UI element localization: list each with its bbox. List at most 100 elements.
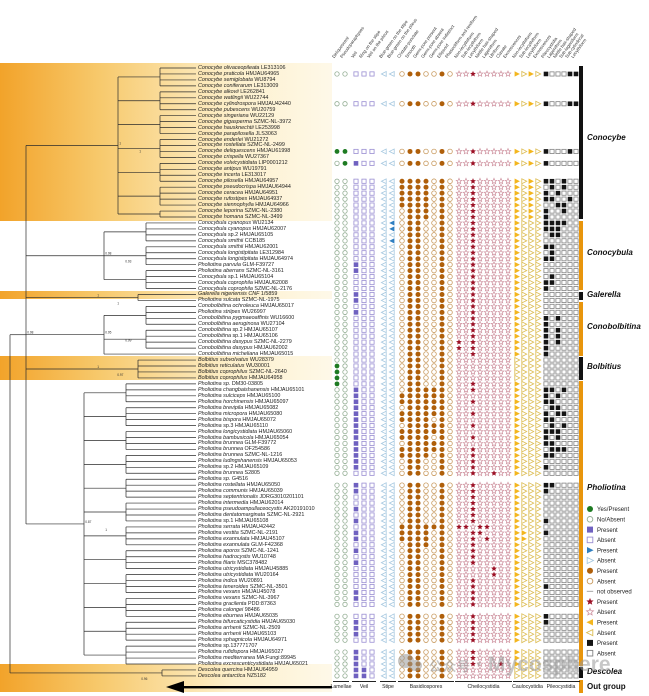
matrix-cell	[447, 244, 453, 250]
matrix-cell	[470, 535, 476, 542]
matrix-cell	[543, 446, 549, 452]
matrix-cell	[490, 594, 498, 602]
matrix-cell	[528, 631, 535, 638]
matrix-cell	[476, 588, 484, 596]
matrix-cell	[504, 380, 512, 387]
matrix-cell	[573, 202, 579, 208]
matrix-cell	[528, 404, 535, 411]
matrix-cell	[423, 101, 429, 107]
legend-star-filled-icon	[586, 597, 594, 605]
matrix-cell	[388, 488, 395, 495]
matrix-cell	[573, 315, 579, 321]
matrix-cell	[431, 405, 437, 411]
matrix-cell	[567, 589, 573, 595]
matrix-cell	[490, 546, 498, 554]
matrix-cell	[476, 219, 484, 227]
matrix-cell	[483, 493, 491, 501]
matrix-cell	[573, 232, 579, 238]
taxon-label: Pholiotina utricystidiata HMJAU45885	[198, 565, 289, 572]
matrix-cell	[561, 357, 567, 363]
matrix-cell	[476, 594, 484, 602]
matrix-cell	[388, 291, 395, 298]
matrix-cell	[573, 530, 579, 536]
matrix-cell	[483, 570, 491, 578]
matrix-cell	[462, 344, 470, 352]
taxon-label: Pholiotina brunnea GLM-F39772	[198, 440, 277, 447]
matrix-cell	[555, 554, 561, 560]
matrix-cell	[380, 333, 387, 340]
matrix-cell	[439, 584, 445, 590]
matrix-cell	[423, 631, 429, 637]
matrix-cell	[462, 535, 470, 542]
taxon-label: Pholiotina vexans SZMC-NL-3967	[198, 595, 280, 602]
matrix-cell	[470, 178, 476, 184]
matrix-cell	[476, 272, 484, 280]
matrix-cell	[439, 548, 445, 554]
matrix-cell	[456, 345, 462, 351]
matrix-cell	[543, 494, 549, 500]
matrix-cell	[535, 666, 542, 674]
matrix-cell	[567, 208, 573, 214]
matrix-cell	[543, 631, 549, 637]
matrix-cell	[567, 655, 573, 661]
matrix-cell	[561, 482, 567, 488]
matrix-cell	[462, 302, 470, 310]
matrix-cell	[567, 572, 573, 578]
matrix-cell	[415, 178, 421, 184]
matrix-cell	[342, 244, 348, 250]
matrix-cell	[504, 189, 512, 197]
matrix-cell	[469, 415, 477, 423]
matrix-cell	[407, 262, 413, 268]
matrix-cell	[369, 536, 375, 542]
matrix-cell	[521, 237, 528, 244]
matrix-cell	[361, 578, 367, 584]
matrix-cell	[407, 178, 413, 184]
matrix-cell	[543, 363, 549, 369]
matrix-cell	[528, 327, 535, 334]
matrix-cell	[498, 660, 504, 667]
matrix-cell	[447, 297, 453, 304]
matrix-cell	[342, 667, 348, 673]
matrix-cell	[535, 446, 542, 453]
matrix-cell	[497, 237, 505, 244]
matrix-cell	[455, 70, 463, 78]
matrix-cell	[521, 148, 528, 155]
matrix-cell	[497, 308, 505, 316]
taxon-label: Pholiotina pseudoampullaceocystis AK2019…	[198, 506, 315, 513]
matrix-cell	[407, 584, 413, 590]
matrix-cell	[431, 411, 437, 417]
matrix-cell	[334, 250, 340, 256]
taxon-label: Conocybula cyanopus HMJAU62007	[198, 225, 287, 232]
matrix-cell	[476, 159, 484, 167]
matrix-cell	[521, 392, 528, 399]
matrix-cell	[497, 219, 505, 227]
matrix-cell	[369, 321, 375, 327]
matrix-cell	[334, 613, 340, 619]
matrix-cell	[549, 321, 555, 327]
matrix-cell	[470, 196, 476, 202]
matrix-cell	[514, 148, 520, 155]
matrix-cell	[497, 231, 505, 238]
matrix-cell	[497, 487, 505, 495]
matrix-cell	[431, 399, 437, 405]
matrix-cell	[543, 351, 549, 357]
matrix-cell	[470, 625, 476, 631]
matrix-cell	[573, 250, 579, 256]
matrix-cell	[528, 464, 535, 471]
matrix-cell	[521, 100, 528, 107]
matrix-cell	[439, 303, 445, 309]
matrix-cell	[407, 184, 413, 190]
matrix-cell	[497, 463, 505, 471]
matrix-cell	[361, 542, 367, 548]
matrix-cell	[447, 178, 453, 184]
matrix-cell	[447, 214, 453, 220]
matrix-cell	[447, 202, 453, 208]
matrix-cell	[521, 350, 528, 358]
matrix-cell	[334, 184, 340, 190]
matrix-cell	[388, 70, 395, 78]
matrix-cell	[567, 470, 573, 476]
matrix-cell	[431, 559, 437, 566]
taxon-label: Pholiotina longicystidiata HMJAU65060	[198, 428, 293, 435]
matrix-cell	[407, 101, 413, 107]
matrix-cell	[573, 297, 579, 303]
